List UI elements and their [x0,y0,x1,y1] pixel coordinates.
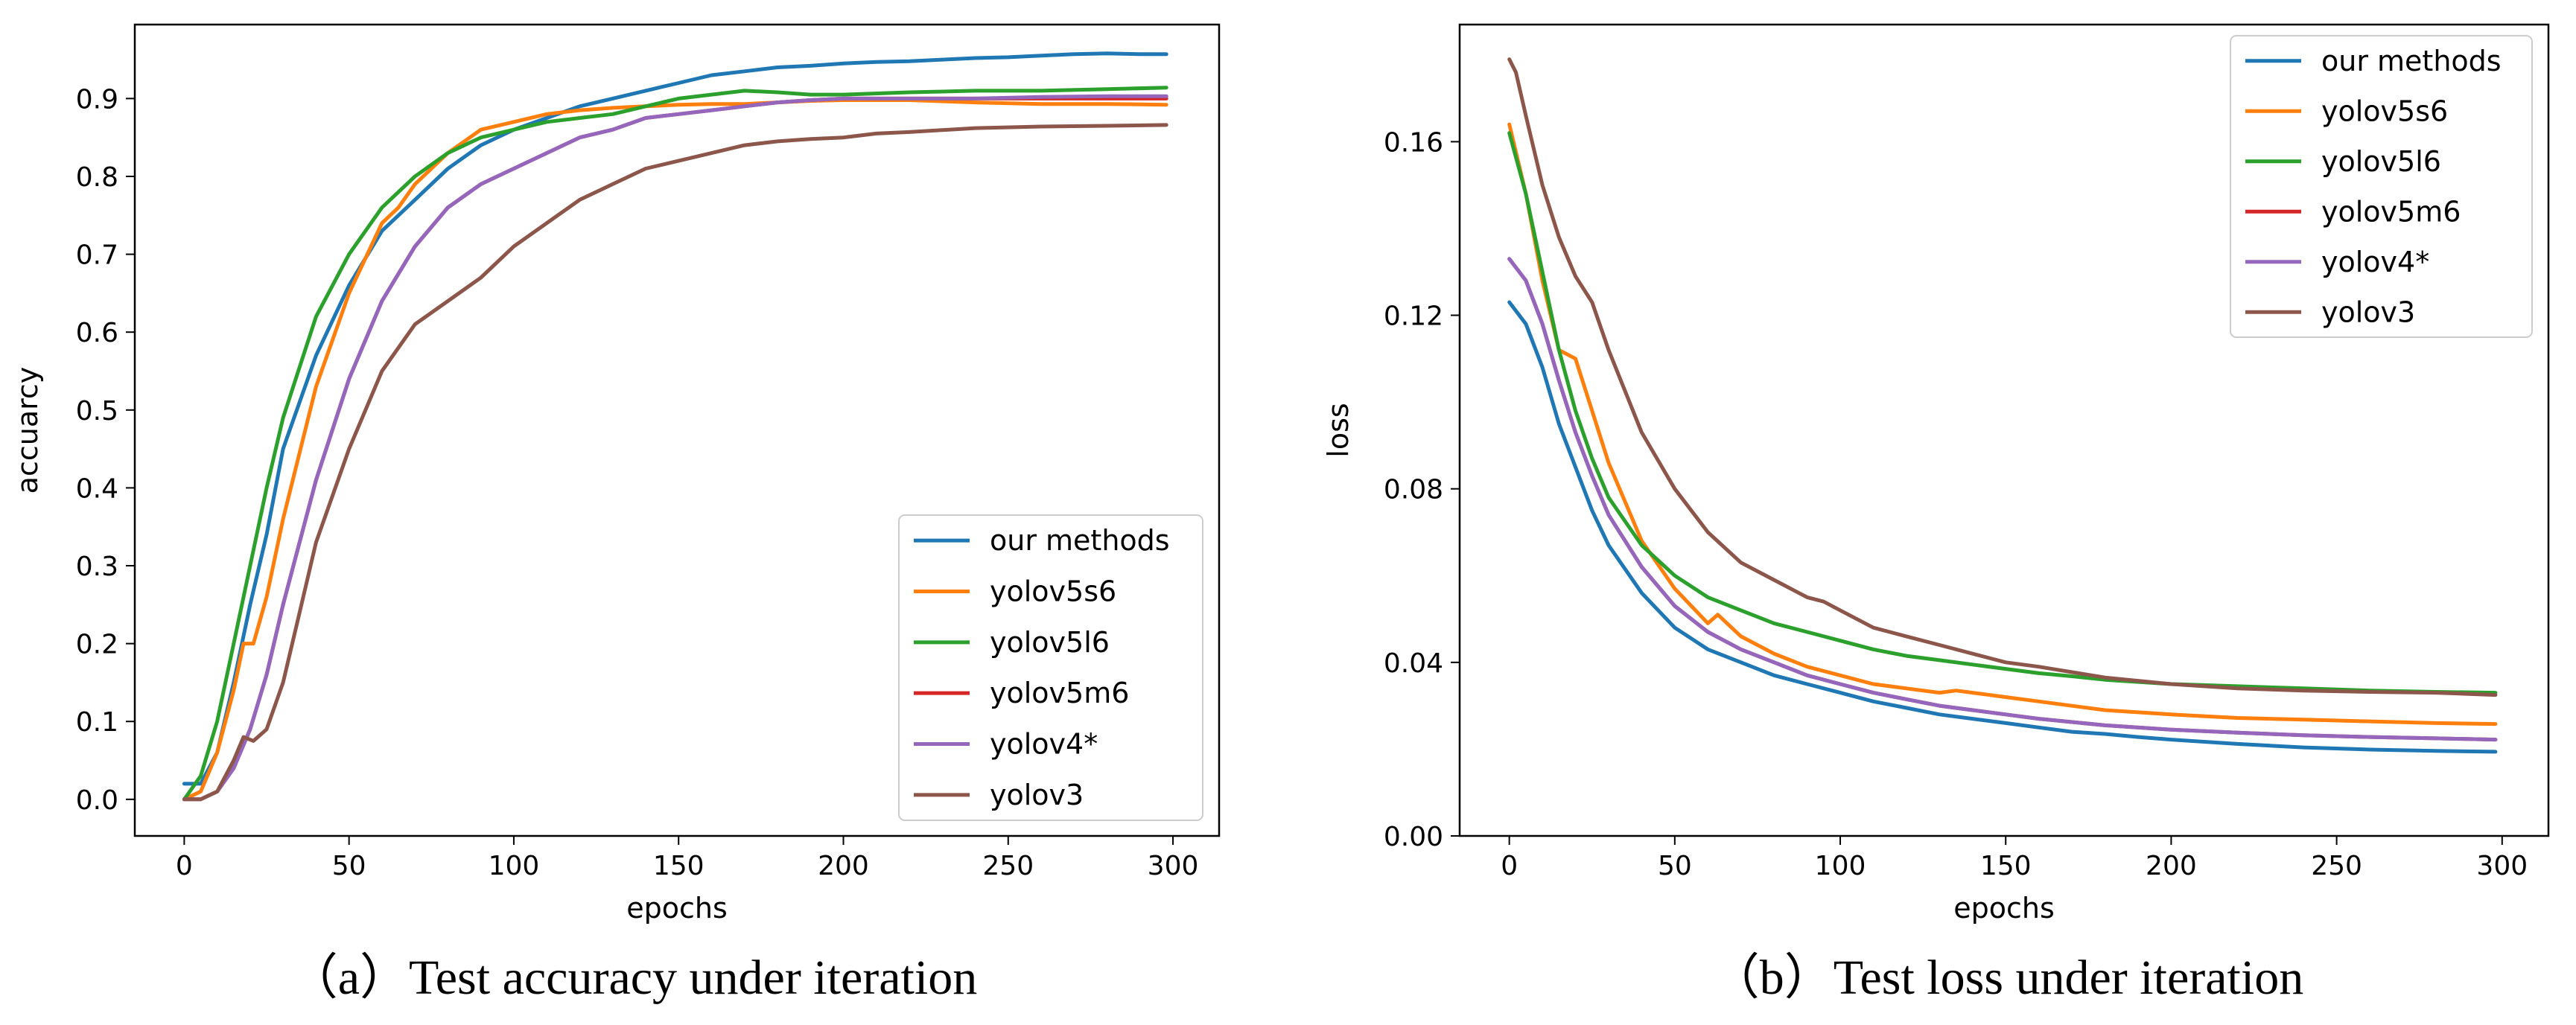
y-tick-label: 0.9 [76,84,118,115]
y-tick-label: 0.6 [76,318,118,348]
y-axis-label: loss [1322,403,1355,457]
x-tick-label: 100 [1815,851,1866,881]
x-tick-label: 200 [818,851,869,881]
legend-label: yolov3 [990,779,1084,811]
legend: our methods yolov5s6 yolov5l6 yolov5m6 yolov… [898,514,1203,821]
y-tick-label: 0.8 [76,162,118,193]
series-line-yolov4- [182,94,1168,802]
loss-chart: （b）Test loss under iteration 0 50 100 150 20… [1322,23,2550,1005]
legend-label: yolov4* [2321,246,2429,278]
legend-label: yolov4* [990,728,1098,761]
series-line-yolov5s6 [1507,122,2498,727]
series-line-yolov4- [1507,257,2498,742]
y-tick-label: 0.3 [76,552,118,582]
y-tick-label: 0.5 [76,396,118,427]
x-tick-label: 150 [653,851,705,881]
series-line-yolov3 [182,123,1168,802]
series-line-our-methods [1507,300,2498,754]
y-tick-label: 0.12 [1384,301,1443,332]
legend-label: yolov5s6 [2321,95,2448,127]
plot-frame [1458,23,2550,837]
x-tick-label: 300 [1148,851,1199,881]
legend-label: our methods [990,524,1170,557]
series-lines [1507,57,2498,754]
legend: our methods yolov5s6 yolov5l6 yolov5m6 yolov… [2230,35,2533,338]
legend-label: yolov5l6 [2321,145,2441,178]
y-tick-label: 0.4 [76,473,118,504]
y-tick-label: 0.04 [1384,648,1443,679]
x-axis-label: epochs [626,892,728,925]
y-tick-label: 0.7 [76,240,118,271]
legend-label: yolov3 [2321,296,2415,328]
x-tick-label: 250 [2311,851,2362,881]
loss-caption: （b）Test loss under iteration [1711,951,2303,1005]
accuracy-caption: （a）Test accuracy under iteration [289,951,977,1005]
legend-label: our methods [2321,45,2502,77]
series-lines [182,51,1168,802]
x-tick-label: 50 [1658,851,1692,881]
x-tick-label: 100 [489,851,540,881]
y-tick-label: 0.08 [1384,475,1443,505]
legend-box [2230,35,2533,338]
accuracy-chart: （a）Test accuracy under iteration 0 50 100 1… [11,23,1221,1005]
legend-box [898,514,1203,821]
x-tick-label: 250 [982,851,1034,881]
y-tick-label: 0.1 [76,707,118,738]
y-tick-label: 0.00 [1384,822,1443,852]
y-tick-label: 0.0 [76,785,118,816]
x-tick-label: 300 [2476,851,2528,881]
y-tick-label: 0.16 [1384,127,1443,158]
legend-label: yolov5l6 [990,626,1110,659]
x-axis-label: epochs [1953,892,2055,925]
series-line-yolov5l6 [182,86,1168,802]
legend-label: yolov5s6 [990,575,1116,608]
y-axis-label: accuarcy [11,367,44,494]
x-tick-label: 200 [2146,851,2197,881]
plot-frame [133,23,1221,837]
series-line-yolov3 [1507,57,2498,697]
x-tick-label: 0 [176,851,193,881]
legend-label: yolov5m6 [2321,195,2461,228]
x-tick-label: 50 [332,851,366,881]
x-tick-label: 150 [1980,851,2032,881]
x-tick-label: 0 [1501,851,1518,881]
series-line-our-methods [182,51,1168,786]
y-tick-label: 0.2 [76,630,118,660]
legend-label: yolov5m6 [990,677,1129,709]
